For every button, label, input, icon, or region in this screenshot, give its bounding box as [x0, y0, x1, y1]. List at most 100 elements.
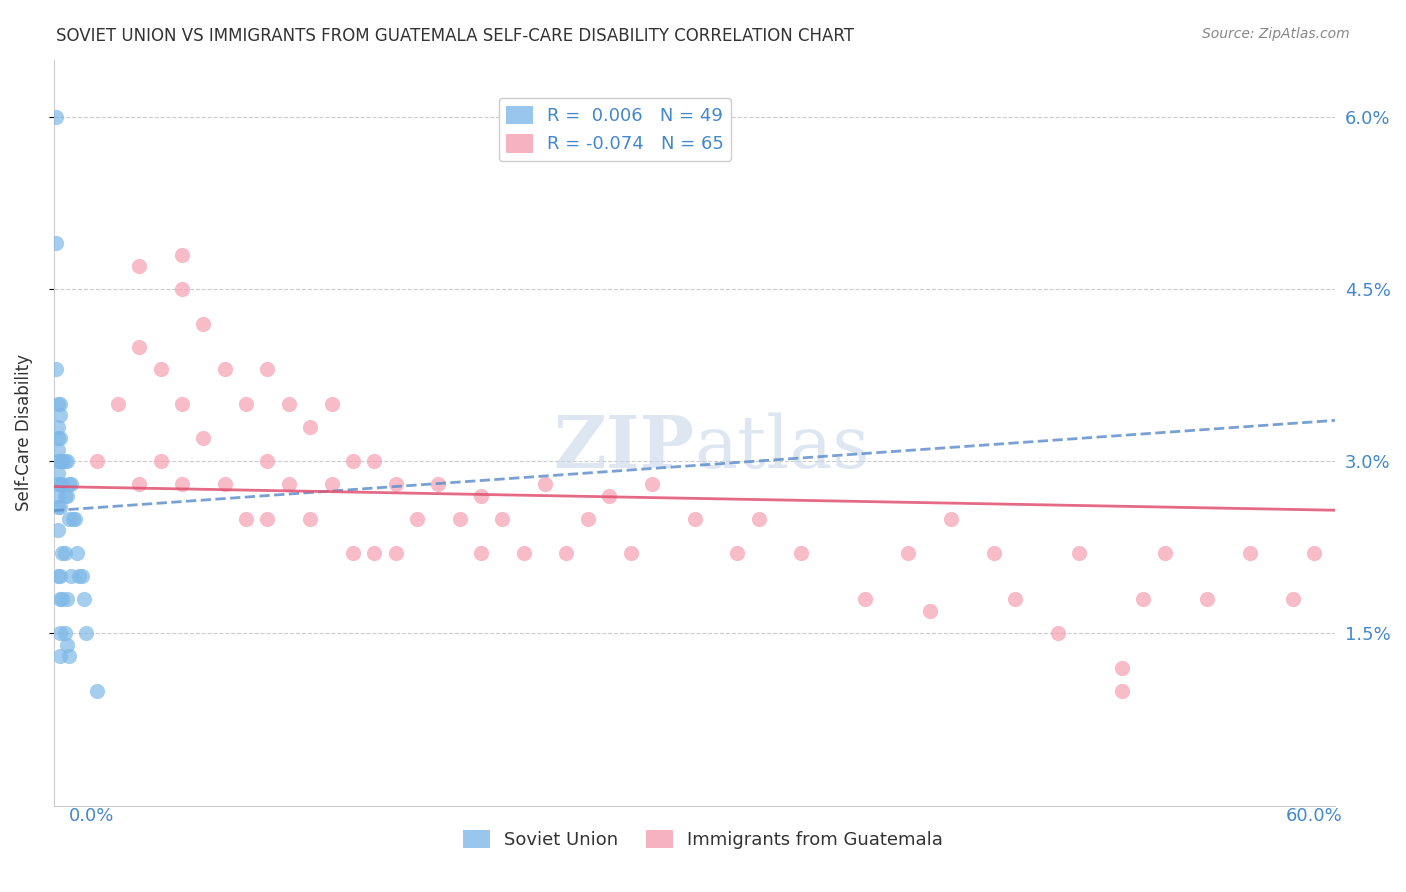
Point [470, 489, 492, 503]
Point [75, 626, 97, 640]
Point [128, 339, 150, 353]
Point [342, 454, 364, 468]
Point [149, 454, 172, 468]
Point [46, 466, 69, 480]
Point [45, 236, 67, 251]
Point [46, 489, 69, 503]
Point [49, 569, 72, 583]
Point [70, 569, 93, 583]
Point [342, 546, 364, 560]
Text: atlas: atlas [695, 412, 870, 483]
Point [55, 489, 77, 503]
Text: 0.0%: 0.0% [69, 807, 114, 825]
Point [49, 409, 72, 423]
Point [363, 546, 385, 560]
Point [49, 626, 72, 640]
Point [55, 638, 77, 652]
Point [1303, 546, 1326, 560]
Point [170, 248, 193, 262]
Text: ZIP: ZIP [554, 412, 695, 483]
Point [58, 477, 80, 491]
Point [58, 512, 80, 526]
Point [58, 649, 80, 664]
Point [51, 592, 73, 607]
Point [107, 397, 129, 411]
Point [406, 512, 429, 526]
Point [1111, 684, 1133, 698]
Point [63, 512, 86, 526]
Point [513, 546, 536, 560]
Point [53, 626, 76, 640]
Point [277, 397, 299, 411]
Point [45, 110, 67, 124]
Point [46, 431, 69, 445]
Point [299, 420, 322, 434]
Point [46, 420, 69, 434]
Point [53, 546, 76, 560]
Point [641, 477, 664, 491]
Point [1153, 546, 1175, 560]
Point [299, 512, 322, 526]
Point [49, 431, 72, 445]
Point [46, 454, 69, 468]
Point [576, 512, 599, 526]
Point [321, 397, 343, 411]
Point [86, 684, 108, 698]
Point [235, 397, 257, 411]
Point [321, 477, 343, 491]
Point [170, 477, 193, 491]
Point [256, 362, 278, 376]
Point [235, 512, 257, 526]
Point [49, 454, 72, 468]
Text: 60.0%: 60.0% [1286, 807, 1343, 825]
Point [918, 603, 941, 617]
Point [790, 546, 813, 560]
Point [46, 523, 69, 537]
Point [51, 454, 73, 468]
Point [214, 362, 236, 376]
Point [66, 546, 89, 560]
Point [256, 454, 278, 468]
Point [748, 512, 770, 526]
Point [49, 500, 72, 515]
Point [1004, 592, 1026, 607]
Point [256, 512, 278, 526]
Point [51, 546, 73, 560]
Point [46, 477, 69, 491]
Point [491, 512, 513, 526]
Point [449, 512, 471, 526]
Point [939, 512, 962, 526]
Point [59, 569, 82, 583]
Point [49, 477, 72, 491]
Point [1239, 546, 1261, 560]
Point [53, 489, 76, 503]
Point [1046, 626, 1069, 640]
Point [128, 477, 150, 491]
Point [59, 477, 82, 491]
Point [1281, 592, 1303, 607]
Point [1132, 592, 1154, 607]
Point [51, 477, 73, 491]
Point [725, 546, 748, 560]
Point [470, 546, 492, 560]
Y-axis label: Self-Care Disability: Self-Care Disability [15, 354, 32, 511]
Point [1067, 546, 1090, 560]
Point [46, 569, 69, 583]
Point [49, 592, 72, 607]
Point [277, 477, 299, 491]
Point [45, 362, 67, 376]
Point [1111, 661, 1133, 675]
Point [555, 546, 578, 560]
Point [170, 282, 193, 296]
Point [149, 362, 172, 376]
Point [55, 592, 77, 607]
Point [983, 546, 1005, 560]
Point [427, 477, 450, 491]
Point [86, 454, 108, 468]
Point [46, 397, 69, 411]
Point [598, 489, 620, 503]
Text: SOVIET UNION VS IMMIGRANTS FROM GUATEMALA SELF-CARE DISABILITY CORRELATION CHART: SOVIET UNION VS IMMIGRANTS FROM GUATEMAL… [56, 27, 855, 45]
Point [897, 546, 920, 560]
Point [53, 454, 76, 468]
Point [855, 592, 877, 607]
